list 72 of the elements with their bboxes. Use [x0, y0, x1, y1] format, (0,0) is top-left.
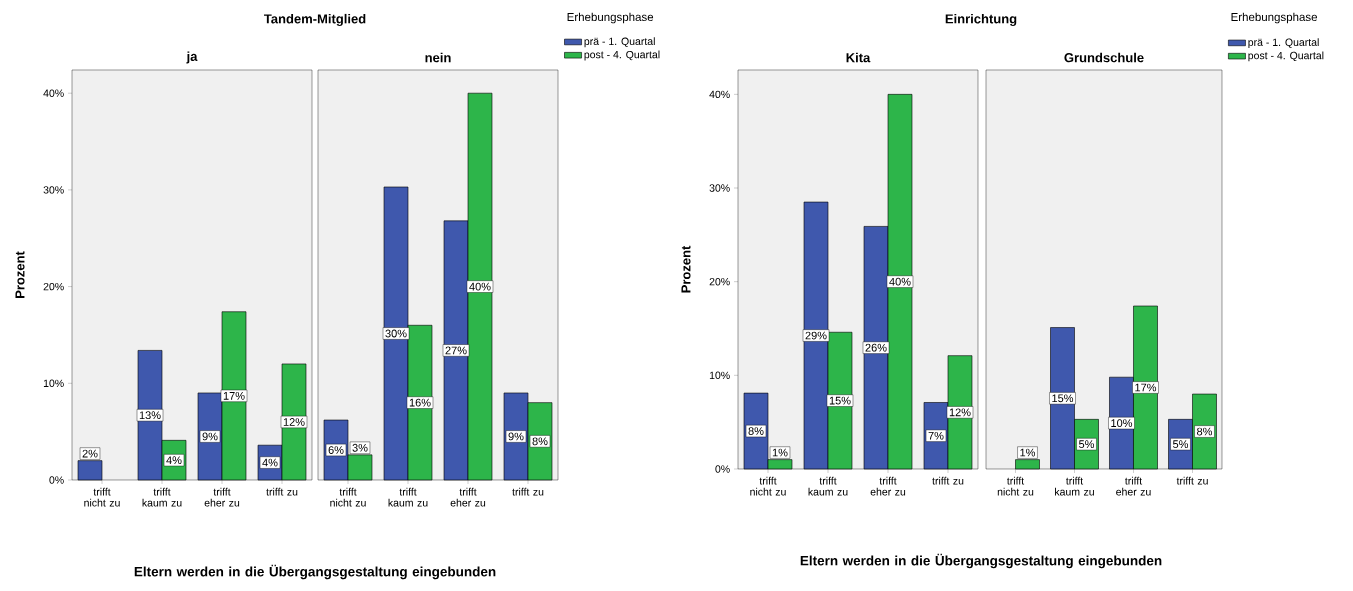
- y-axis-title: Prozent: [15, 251, 25, 298]
- x-tick-label: trifft zu: [1176, 476, 1208, 485]
- y-axis-title: Prozent: [681, 245, 691, 293]
- x-tick-label: trifft eher zu: [450, 487, 486, 507]
- legend-label: post - 4. Quartal: [584, 50, 660, 61]
- data-label: 5%: [1078, 440, 1095, 449]
- chart-title: Einrichtung: [945, 13, 1017, 27]
- x-tick-label: trifft nicht zu: [330, 487, 366, 507]
- y-tick-label: 0%: [49, 476, 64, 484]
- data-label: 1%: [1020, 448, 1036, 457]
- data-label: 27%: [445, 346, 467, 355]
- data-label: 8%: [748, 427, 764, 435]
- data-label: 8%: [532, 437, 548, 446]
- data-label: 4%: [262, 458, 278, 467]
- data-label: 16%: [409, 398, 431, 407]
- y-tick-label: 30%: [43, 186, 64, 194]
- x-tick-label: trifft nicht zu: [84, 487, 120, 507]
- chart-subtitle: ja: [186, 51, 198, 64]
- y-tick-label: 10%: [43, 379, 64, 388]
- legend-label: prä - 1. Quartal: [1248, 38, 1319, 49]
- data-label: 1%: [772, 448, 788, 457]
- chart-title: Tandem-Mitglied: [263, 13, 366, 27]
- y-tick-label: 20%: [43, 282, 64, 291]
- x-tick-label: trifft kaum zu: [142, 487, 182, 507]
- data-label: 4%: [166, 456, 182, 465]
- data-label: 9%: [202, 432, 218, 441]
- data-label: 10%: [1111, 419, 1133, 427]
- data-label: 5%: [1172, 440, 1189, 449]
- data-label: 8%: [1197, 427, 1213, 436]
- x-tick-label: trifft zu: [932, 476, 964, 485]
- x-tick-label: trifft eher zu: [204, 487, 240, 507]
- y-tick-label: 20%: [709, 277, 730, 286]
- x-tick-label: trifft nicht zu: [997, 476, 1034, 496]
- data-label: 9%: [508, 432, 524, 441]
- data-label: 40%: [469, 282, 491, 291]
- data-label: 12%: [949, 408, 971, 417]
- x-tick-label: trifft nicht zu: [750, 476, 786, 496]
- y-tick-label: 10%: [709, 371, 730, 380]
- x-axis-title: Eltern werden in die Übergangsgestaltung eingebunden: [134, 564, 496, 580]
- x-tick-label: trifft eher zu: [1116, 476, 1151, 496]
- x-tick-label: trifft kaum zu: [388, 487, 428, 507]
- data-label: 17%: [223, 392, 245, 400]
- x-tick-label: trifft kaum zu: [1055, 476, 1094, 496]
- y-tick-label: 40%: [709, 90, 730, 99]
- data-label: 15%: [1052, 394, 1074, 403]
- data-label: 29%: [805, 331, 827, 340]
- legend-label: prä - 1. Quartal: [584, 37, 655, 48]
- x-tick-label: trifft eher zu: [870, 476, 906, 496]
- chart-subtitle: Kita: [846, 52, 871, 63]
- legend-title: Erhebungsphase: [567, 12, 654, 24]
- chart-subtitle: nein: [425, 52, 451, 63]
- y-tick-label: 0%: [715, 465, 730, 473]
- data-label: 6%: [328, 446, 344, 454]
- legend-label: post - 4. Quartal: [1248, 51, 1324, 62]
- data-label: 26%: [865, 343, 887, 352]
- data-label: 40%: [889, 277, 911, 286]
- x-tick-label: trifft zu: [512, 487, 544, 496]
- legend-title: Erhebungsphase: [1231, 12, 1318, 24]
- y-tick-label: 30%: [709, 184, 730, 192]
- data-label: 3%: [352, 443, 368, 452]
- x-tick-label: trifft zu: [266, 487, 298, 496]
- x-axis-title: Eltern werden in die Übergangsgestaltung eingebunden: [800, 553, 1162, 569]
- data-label: 7%: [928, 431, 944, 440]
- data-label: 2%: [82, 449, 98, 458]
- y-tick-label: 40%: [43, 89, 64, 97]
- data-label: 15%: [829, 396, 851, 405]
- chart-subtitle: Grundschule: [1064, 52, 1144, 63]
- data-label: 12%: [283, 418, 305, 426]
- data-label: 17%: [1135, 383, 1157, 392]
- data-label: 30%: [385, 329, 407, 338]
- x-tick-label: trifft kaum zu: [808, 476, 848, 496]
- data-label: 13%: [139, 411, 161, 420]
